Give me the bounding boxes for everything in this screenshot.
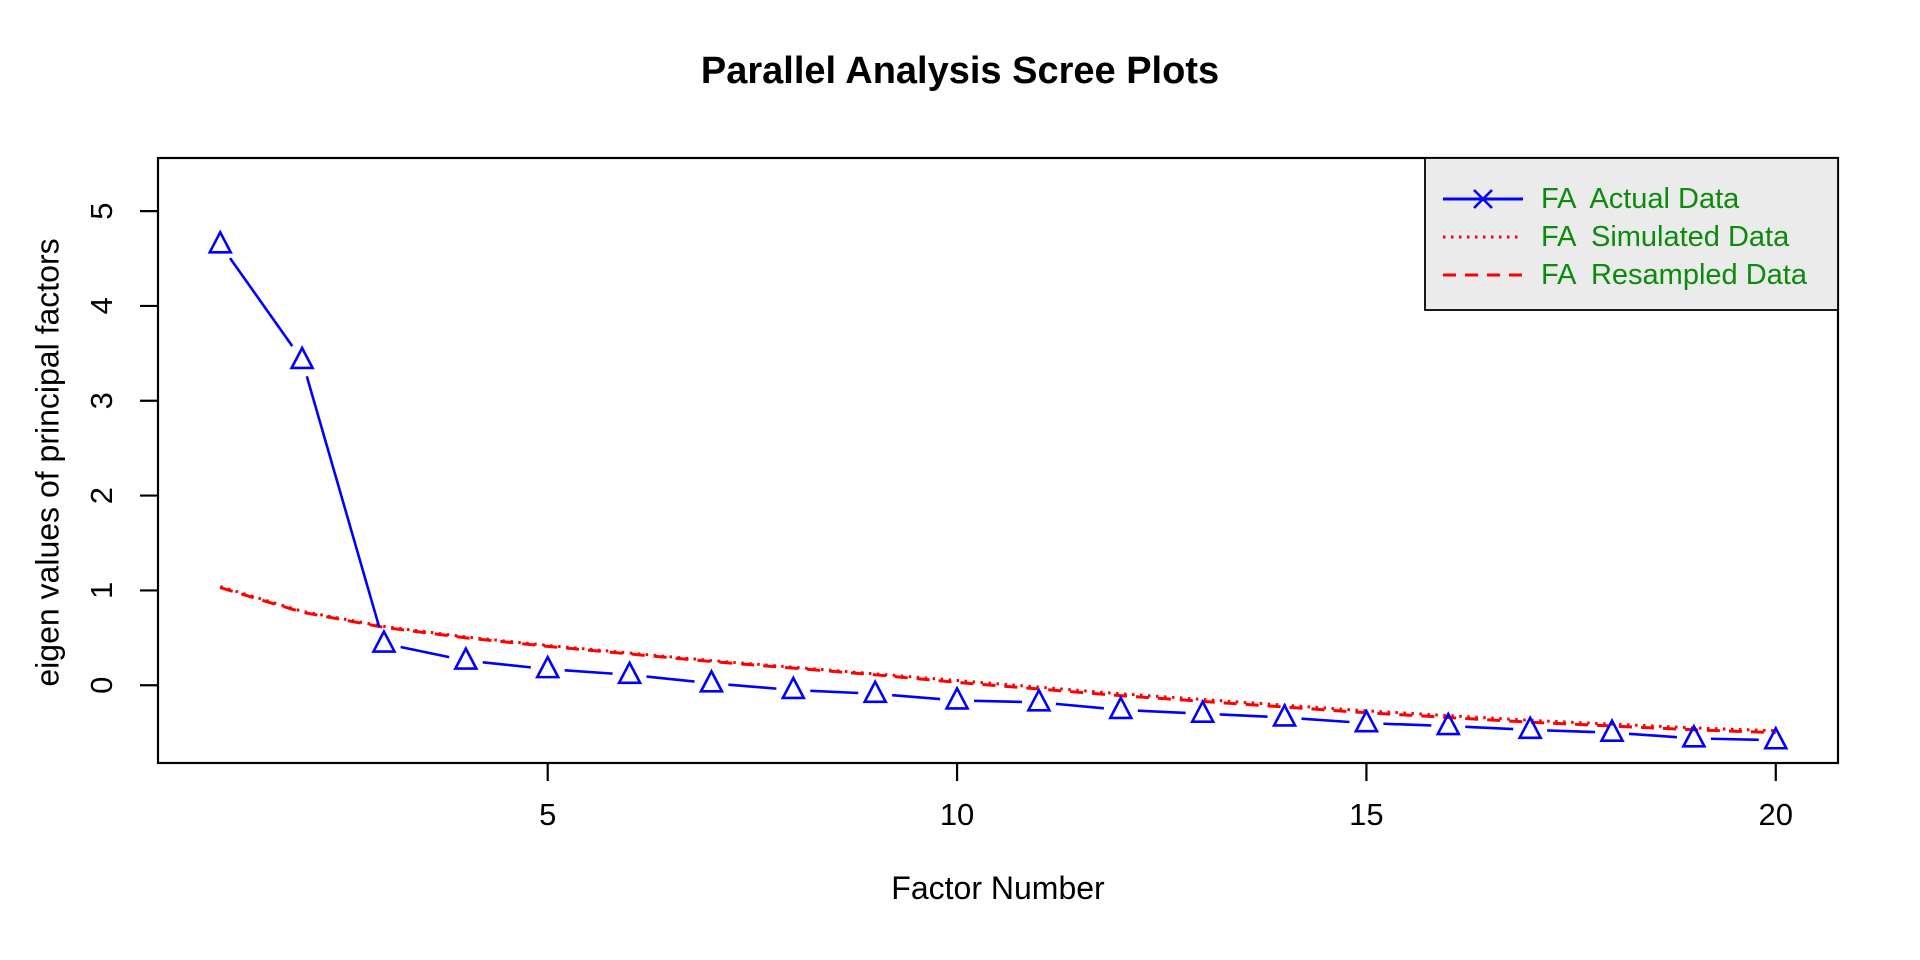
y-tick-label: 5 (84, 202, 119, 219)
fa-actual-series-line (305, 375, 381, 628)
fa-actual-marker (289, 345, 315, 370)
fa-resampled-line (219, 586, 1776, 735)
x-axis-title: Factor Number (891, 870, 1105, 906)
fa-actual-marker (616, 660, 643, 685)
fa-actual-marker (1681, 723, 1707, 748)
fa-actual-series-line (564, 669, 613, 675)
x-tick-label: 10 (940, 797, 974, 832)
fa-actual-marker (698, 668, 725, 693)
fa-actual-series-line (1383, 722, 1432, 727)
x-tick-label: 20 (1759, 797, 1793, 832)
fa-actual-marker (780, 675, 806, 700)
fa-actual-series-line (728, 683, 777, 690)
fa-actual-marker (1026, 687, 1052, 712)
fa-actual-series-line (1465, 725, 1514, 731)
plot-area-border (156, 156, 1840, 765)
y-tick-label: 1 (84, 582, 119, 599)
y-tick-label: 0 (84, 677, 119, 694)
fa-actual-marker (1271, 702, 1298, 727)
fa-actual-series-line (1137, 709, 1186, 715)
legend-label-fa-actual: FA Actual Data (1541, 183, 1740, 215)
fa-actual-series-line (810, 689, 859, 695)
fa-actual-marker (1599, 717, 1625, 742)
fa-actual-series-line (400, 645, 450, 659)
fa-actual-series-line (646, 675, 695, 683)
fa-actual-series-line (1710, 737, 1759, 742)
fa-simulated-line (219, 585, 1776, 733)
y-axis-title: eigen values of principal factors (29, 238, 66, 687)
fa-actual-marker (1108, 695, 1134, 720)
fa-actual-marker (1435, 711, 1461, 736)
fa-actual-series-line (892, 693, 941, 701)
fa-actual-series-line (1628, 732, 1678, 739)
fa-actual-series-line (1301, 717, 1350, 724)
fa-actual-series-line (1219, 713, 1268, 718)
fa-actual-marker (862, 678, 888, 704)
fa-actual-series-line (482, 661, 531, 669)
y-tick-label: 2 (84, 487, 119, 504)
chart-title: Parallel Analysis Scree Plots (700, 50, 1220, 92)
legend-label-fa-simulated: FA Simulated Data (1541, 221, 1790, 253)
y-tick-label: 3 (84, 392, 119, 409)
fa-actual-series-line (228, 257, 294, 347)
fa-actual-marker (535, 654, 561, 679)
fa-actual-marker (944, 685, 970, 710)
fa-actual-marker (1763, 725, 1789, 750)
fa-actual-series-line (974, 699, 1022, 704)
fa-actual-series-line (1055, 702, 1104, 710)
fa-actual-marker (1190, 698, 1216, 723)
fa-actual-marker (453, 645, 479, 670)
fa-actual-marker (1353, 708, 1380, 733)
legend-x-marker-icon (1473, 189, 1493, 209)
y-tick-label: 4 (84, 297, 119, 314)
legend-box (1424, 157, 1839, 311)
fa-actual-series-line (1547, 729, 1596, 734)
legend-label-fa-resampled: FA Resampled Data (1541, 259, 1807, 291)
fa-actual-marker (1517, 715, 1543, 740)
fa-actual-marker (207, 229, 233, 254)
x-tick-label: 5 (539, 797, 556, 832)
x-tick-label: 15 (1349, 797, 1383, 832)
fa-actual-marker (371, 628, 397, 653)
